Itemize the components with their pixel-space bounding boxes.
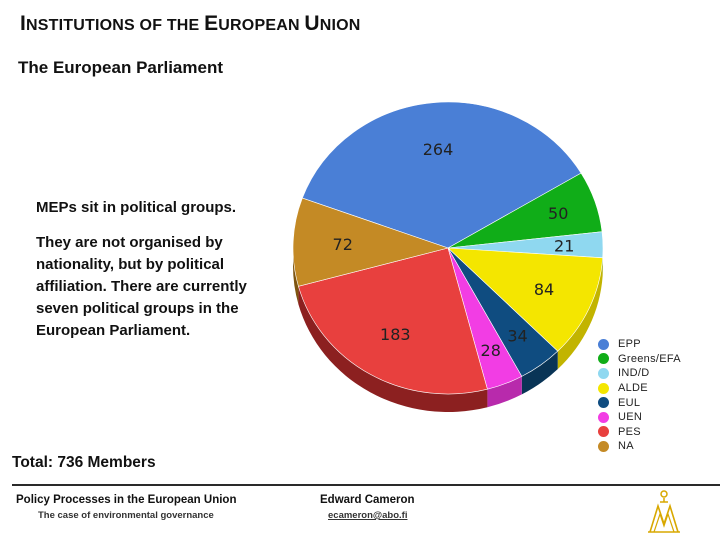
body-paragraph-2: They are not organised by nationality, b… (36, 234, 247, 339)
legend-item-greens-efa: Greens/EFA (598, 352, 681, 367)
legend-label-greens-efa: Greens/EFA (618, 352, 681, 365)
footer-course-subtitle: The case of environmental governance (38, 510, 214, 521)
title-small-1: NSTITUTIONS OF THE (26, 17, 205, 34)
pie-labels: 264 50 21 84 34 28 183 72 (333, 140, 575, 360)
slide-title: INSTITUTIONS OF THE EUROPEAN UNION (20, 12, 361, 36)
legend-item-eul: EUL (598, 395, 681, 410)
title-initial-3: U (304, 12, 320, 35)
legend-label-ind-d: IND/D (618, 367, 650, 380)
footer-divider (12, 484, 720, 486)
pie-label-na: 72 (333, 235, 353, 254)
legend-label-eul: EUL (618, 396, 641, 409)
pie-slice-na (292, 197, 450, 287)
chart-legend: EPP Greens/EFA IND/D ALDE EUL UEN PES NA (598, 337, 681, 454)
pie-label-pes: 183 (380, 325, 411, 344)
pie-slice-alde (447, 247, 603, 352)
legend-swatch-epp (598, 338, 609, 350)
pie-side-alde (557, 257, 603, 370)
legend-label-uen: UEN (618, 411, 643, 424)
footer-author: Edward Cameron ecameron@abo.fi (320, 494, 415, 521)
pie-side-eul (521, 351, 558, 395)
pie-slice-pes (298, 247, 488, 395)
pie-label-uen: 28 (481, 341, 501, 360)
legend-swatch-ind-d (598, 367, 609, 379)
pie-label-greens-efa: 50 (548, 204, 568, 223)
legend-item-uen: UEN (598, 410, 681, 425)
legend-swatch-uen (598, 411, 609, 423)
slide-subtitle: The European Parliament (18, 58, 223, 77)
legend-label-alde: ALDE (618, 382, 648, 395)
legend-swatch-greens-efa (598, 353, 609, 365)
body-paragraph-1: MEPs sit in political groups. (36, 199, 237, 216)
legend-item-pes: PES (598, 425, 681, 440)
title-initial-2: E (204, 12, 219, 35)
footer-course: Policy Processes in the European Union T… (16, 494, 236, 521)
legend-item-alde: ALDE (598, 381, 681, 396)
legend-swatch-alde (598, 382, 609, 394)
university-logo (648, 490, 680, 533)
legend-item-epp: EPP (598, 337, 681, 352)
title-initial-1: I (20, 12, 27, 35)
pie-top (292, 101, 604, 395)
legend-item-na: NA (598, 439, 681, 454)
pie-label-ind-d: 21 (554, 237, 574, 256)
footer-email-link[interactable]: ecameron@abo.fi (328, 510, 408, 521)
legend-swatch-eul (598, 397, 609, 409)
legend-item-ind-d: IND/D (598, 366, 681, 381)
pie-side-uen (487, 376, 522, 408)
footer-author-name: Edward Cameron (320, 494, 415, 506)
total-members: Total: 736 Members (12, 454, 156, 471)
legend-swatch-na (598, 440, 609, 452)
legend-label-epp: EPP (618, 338, 641, 351)
pie-label-epp: 264 (423, 140, 454, 159)
title-small-2: UROPEAN (218, 17, 305, 34)
pie-label-eul: 34 (507, 327, 527, 346)
pie-slice-epp (301, 101, 582, 249)
pie-label-alde: 84 (534, 280, 554, 299)
legend-swatch-pes (598, 426, 609, 438)
footer-course-title: Policy Processes in the European Union (16, 494, 237, 506)
legend-label-na: NA (618, 440, 634, 453)
legend-label-pes: PES (618, 425, 641, 438)
title-small-3: NION (319, 17, 361, 34)
